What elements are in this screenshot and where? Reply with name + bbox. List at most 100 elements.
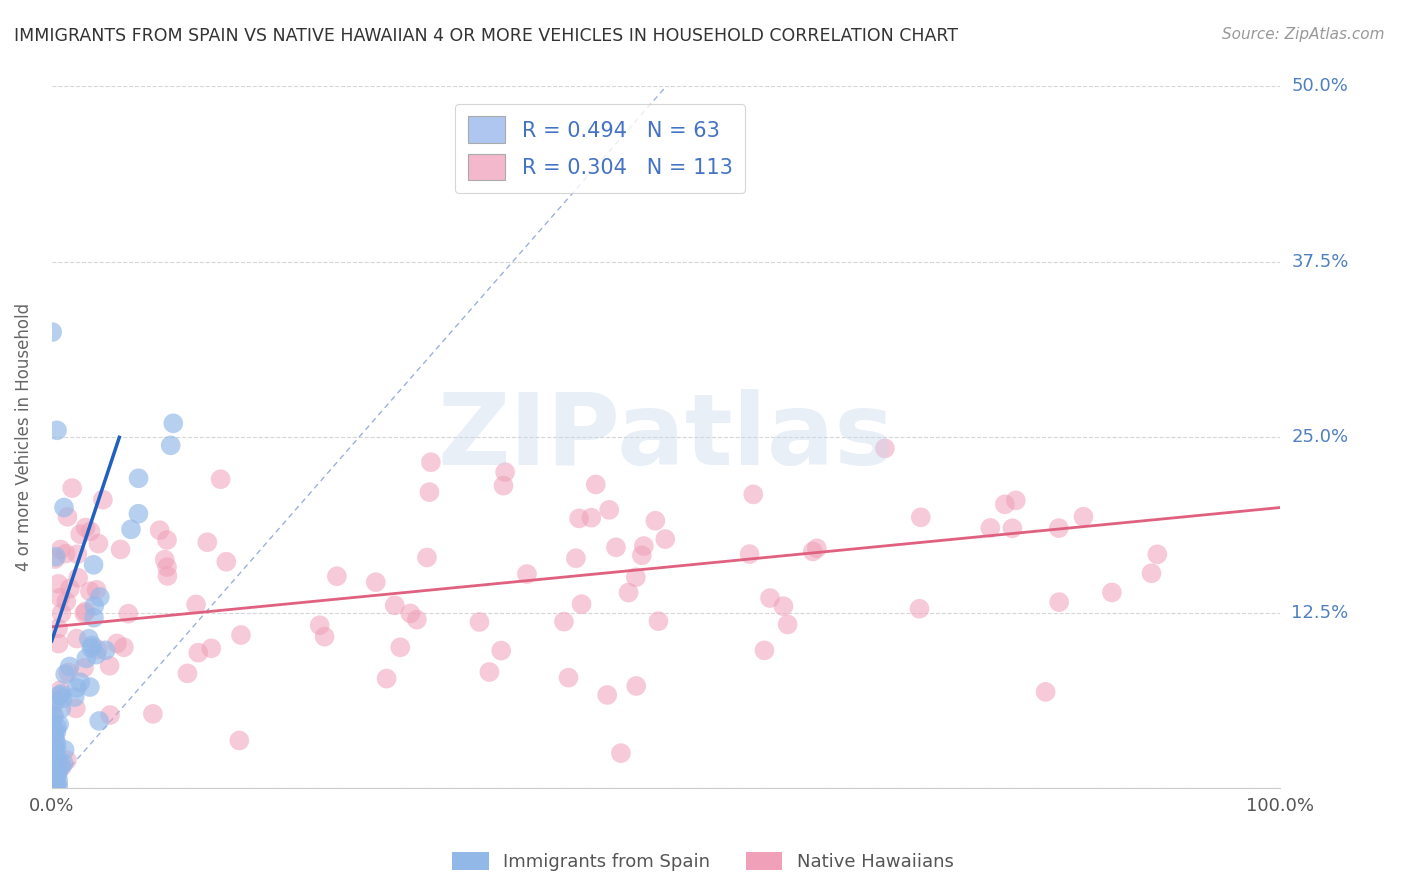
Point — [801, 544, 824, 558]
Point — [1101, 585, 1123, 599]
Point — [159, 438, 181, 452]
Point — [53, 500, 76, 515]
Point — [44, 728, 66, 742]
Point — [46, 754, 69, 768]
Point — [553, 615, 575, 629]
Point — [82, 639, 104, 653]
Point — [806, 541, 828, 556]
Point — [48, 764, 70, 778]
Point — [53, 667, 76, 681]
Point — [59, 659, 82, 673]
Point — [79, 524, 101, 539]
Point — [142, 706, 165, 721]
Point — [49, 542, 72, 557]
Point — [42, 739, 65, 754]
Point — [42, 708, 65, 723]
Point — [405, 613, 427, 627]
Point — [41, 698, 63, 713]
Point — [156, 533, 179, 547]
Point — [149, 523, 172, 537]
Point — [48, 717, 70, 731]
Point — [754, 643, 776, 657]
Point — [399, 607, 422, 621]
Point — [979, 521, 1001, 535]
Point — [48, 689, 70, 703]
Point — [52, 756, 75, 771]
Point — [41, 723, 63, 738]
Point — [1073, 509, 1095, 524]
Point — [156, 569, 179, 583]
Text: Source: ZipAtlas.com: Source: ZipAtlas.com — [1222, 27, 1385, 42]
Point — [46, 780, 69, 794]
Point — [44, 733, 66, 747]
Legend: Immigrants from Spain, Native Hawaiians: Immigrants from Spain, Native Hawaiians — [446, 845, 960, 879]
Point — [65, 701, 87, 715]
Point — [598, 503, 620, 517]
Point — [59, 582, 82, 596]
Point — [738, 547, 761, 561]
Point — [772, 599, 794, 614]
Point — [633, 539, 655, 553]
Point — [98, 658, 121, 673]
Point — [418, 485, 440, 500]
Point — [571, 597, 593, 611]
Point — [184, 598, 207, 612]
Point — [209, 472, 232, 486]
Point — [112, 640, 135, 655]
Point — [120, 522, 142, 536]
Y-axis label: 4 or more Vehicles in Household: 4 or more Vehicles in Household — [15, 303, 32, 572]
Point — [492, 478, 515, 492]
Point — [326, 569, 349, 583]
Text: 37.5%: 37.5% — [1292, 253, 1348, 271]
Point — [73, 661, 96, 675]
Point — [229, 628, 252, 642]
Point — [596, 688, 619, 702]
Point — [489, 643, 512, 657]
Point — [994, 497, 1017, 511]
Point — [41, 325, 63, 339]
Point — [42, 709, 65, 723]
Point — [41, 749, 63, 764]
Point — [565, 551, 588, 566]
Point — [42, 750, 65, 764]
Point — [75, 651, 97, 665]
Point — [49, 591, 72, 605]
Point — [644, 514, 666, 528]
Point — [49, 687, 72, 701]
Text: IMMIGRANTS FROM SPAIN VS NATIVE HAWAIIAN 4 OR MORE VEHICLES IN HOUSEHOLD CORRELA: IMMIGRANTS FROM SPAIN VS NATIVE HAWAIIAN… — [14, 27, 957, 45]
Point — [364, 575, 387, 590]
Point — [389, 640, 412, 655]
Text: 25.0%: 25.0% — [1292, 428, 1348, 446]
Point — [308, 618, 330, 632]
Point — [53, 743, 76, 757]
Point — [48, 637, 70, 651]
Point — [75, 605, 97, 619]
Point — [873, 442, 896, 456]
Point — [55, 547, 77, 561]
Point — [83, 599, 105, 613]
Point — [117, 607, 139, 621]
Point — [51, 607, 73, 621]
Point — [200, 641, 222, 656]
Point — [86, 642, 108, 657]
Point — [1140, 566, 1163, 581]
Point — [46, 423, 69, 437]
Point — [581, 510, 603, 524]
Point — [41, 716, 63, 731]
Point — [759, 591, 782, 605]
Point — [41, 717, 63, 731]
Point — [44, 552, 66, 566]
Point — [1047, 521, 1070, 535]
Point — [41, 781, 63, 796]
Point — [557, 671, 579, 685]
Point — [605, 541, 627, 555]
Point — [52, 691, 75, 706]
Point — [56, 509, 79, 524]
Point — [314, 630, 336, 644]
Point — [86, 582, 108, 597]
Point — [91, 492, 114, 507]
Point — [87, 536, 110, 550]
Point — [110, 542, 132, 557]
Point — [494, 465, 516, 479]
Point — [45, 778, 67, 792]
